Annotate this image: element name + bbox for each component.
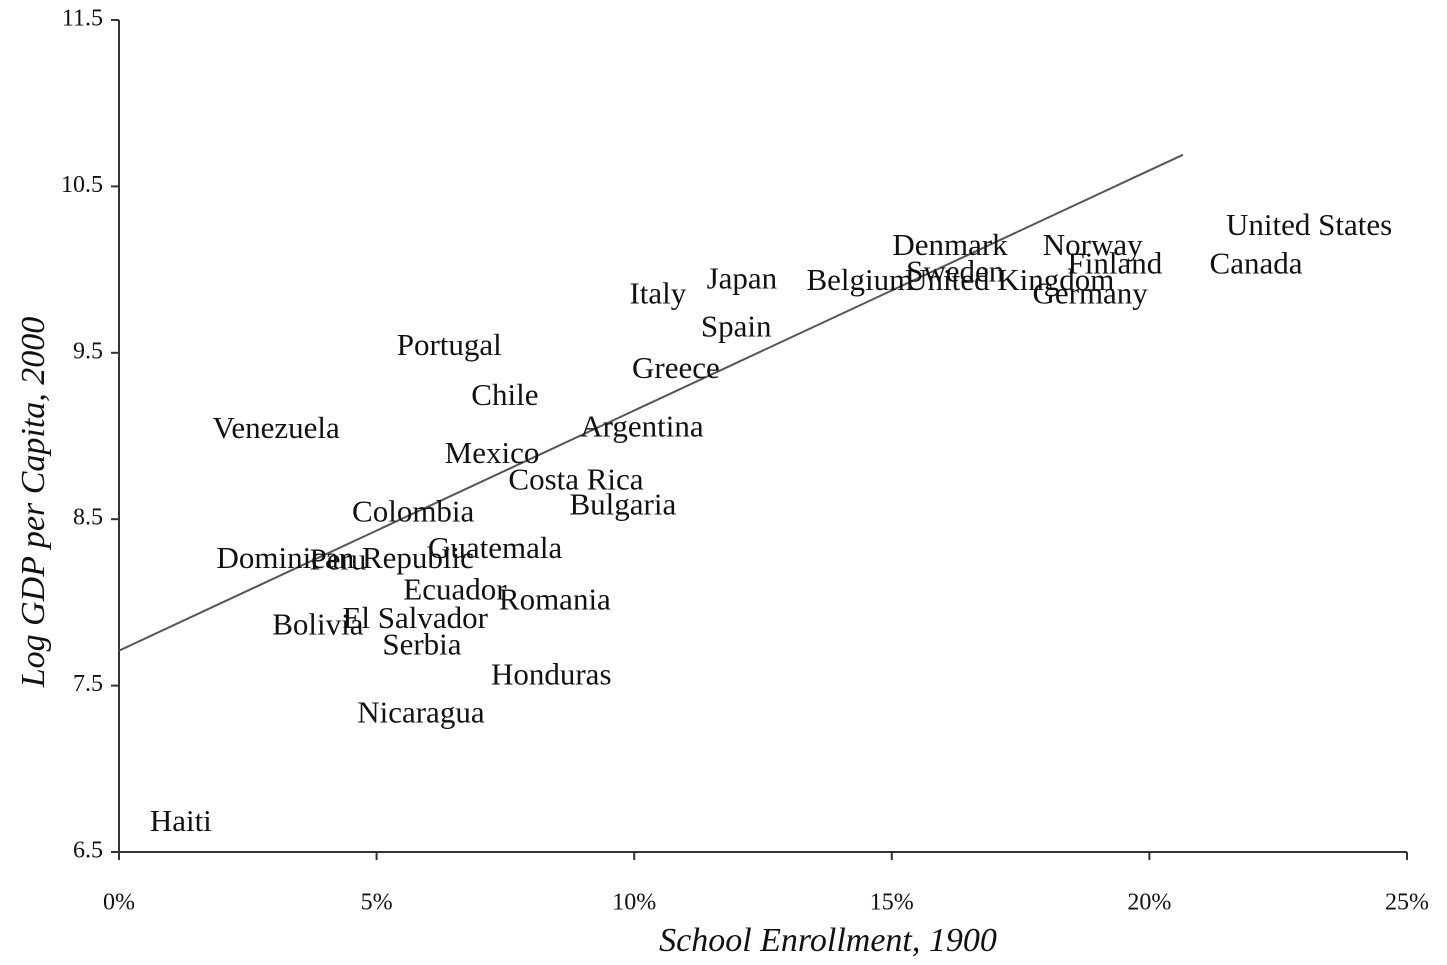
point-label: Haiti	[150, 803, 212, 838]
x-tick-label: 10%	[612, 890, 656, 916]
x-tick-label: 5%	[361, 890, 393, 916]
point-label: Guatemala	[428, 530, 563, 565]
y-tick-label: 10.5	[61, 172, 103, 198]
point-label: Canada	[1210, 245, 1303, 280]
y-tick-label: 6.5	[73, 838, 103, 864]
point-label: Peru	[310, 542, 367, 577]
y-tick-label: 8.5	[73, 505, 103, 531]
point-label: Colombia	[352, 493, 475, 528]
point-label: Bolivia	[272, 606, 364, 641]
point-label: Dominican Republic	[216, 540, 473, 575]
point-label: Costa Rica	[508, 462, 643, 497]
y-tick-label: 9.5	[73, 338, 103, 364]
point-label: Germany	[1032, 275, 1148, 310]
point-label: Nicaragua	[357, 695, 485, 730]
point-label: Greece	[632, 350, 720, 385]
point-label: El Salvador	[342, 600, 488, 635]
point-label: Italy	[629, 275, 686, 310]
point-label: Mexico	[445, 435, 540, 470]
point-label: Finland	[1068, 245, 1163, 280]
y-tick-label: 7.5	[73, 671, 103, 697]
x-tick-label: 15%	[870, 890, 914, 916]
point-label: United States	[1226, 207, 1392, 242]
point-label: United Kingdom	[905, 262, 1114, 297]
point-label: Norway	[1043, 227, 1143, 262]
point-label: Sweden	[906, 254, 1005, 289]
point-label: Venezuela	[212, 410, 340, 445]
point-label: Chile	[471, 377, 538, 412]
point-label: Argentina	[580, 408, 704, 443]
point-label: Ecuador	[403, 572, 507, 607]
y-tick-label: 11.5	[62, 6, 103, 32]
x-tick-label: 25%	[1385, 890, 1429, 916]
point-label: Bulgaria	[569, 487, 676, 522]
y-axis-title: Log GDP per Capita, 2000	[15, 317, 52, 689]
point-label: Portugal	[397, 327, 502, 362]
x-tick-label: 20%	[1127, 890, 1171, 916]
point-label: Japan	[707, 260, 778, 295]
point-label: Denmark	[892, 227, 1008, 262]
point-label: Honduras	[491, 656, 612, 691]
point-label: Belgium	[806, 262, 913, 297]
x-axis-title: School Enrollment, 1900	[659, 922, 997, 959]
point-label: Romania	[499, 582, 611, 617]
trend-line	[118, 153, 1184, 652]
point-label: Spain	[701, 309, 772, 344]
x-tick-label: 0%	[103, 890, 135, 916]
point-label: Serbia	[382, 626, 461, 661]
